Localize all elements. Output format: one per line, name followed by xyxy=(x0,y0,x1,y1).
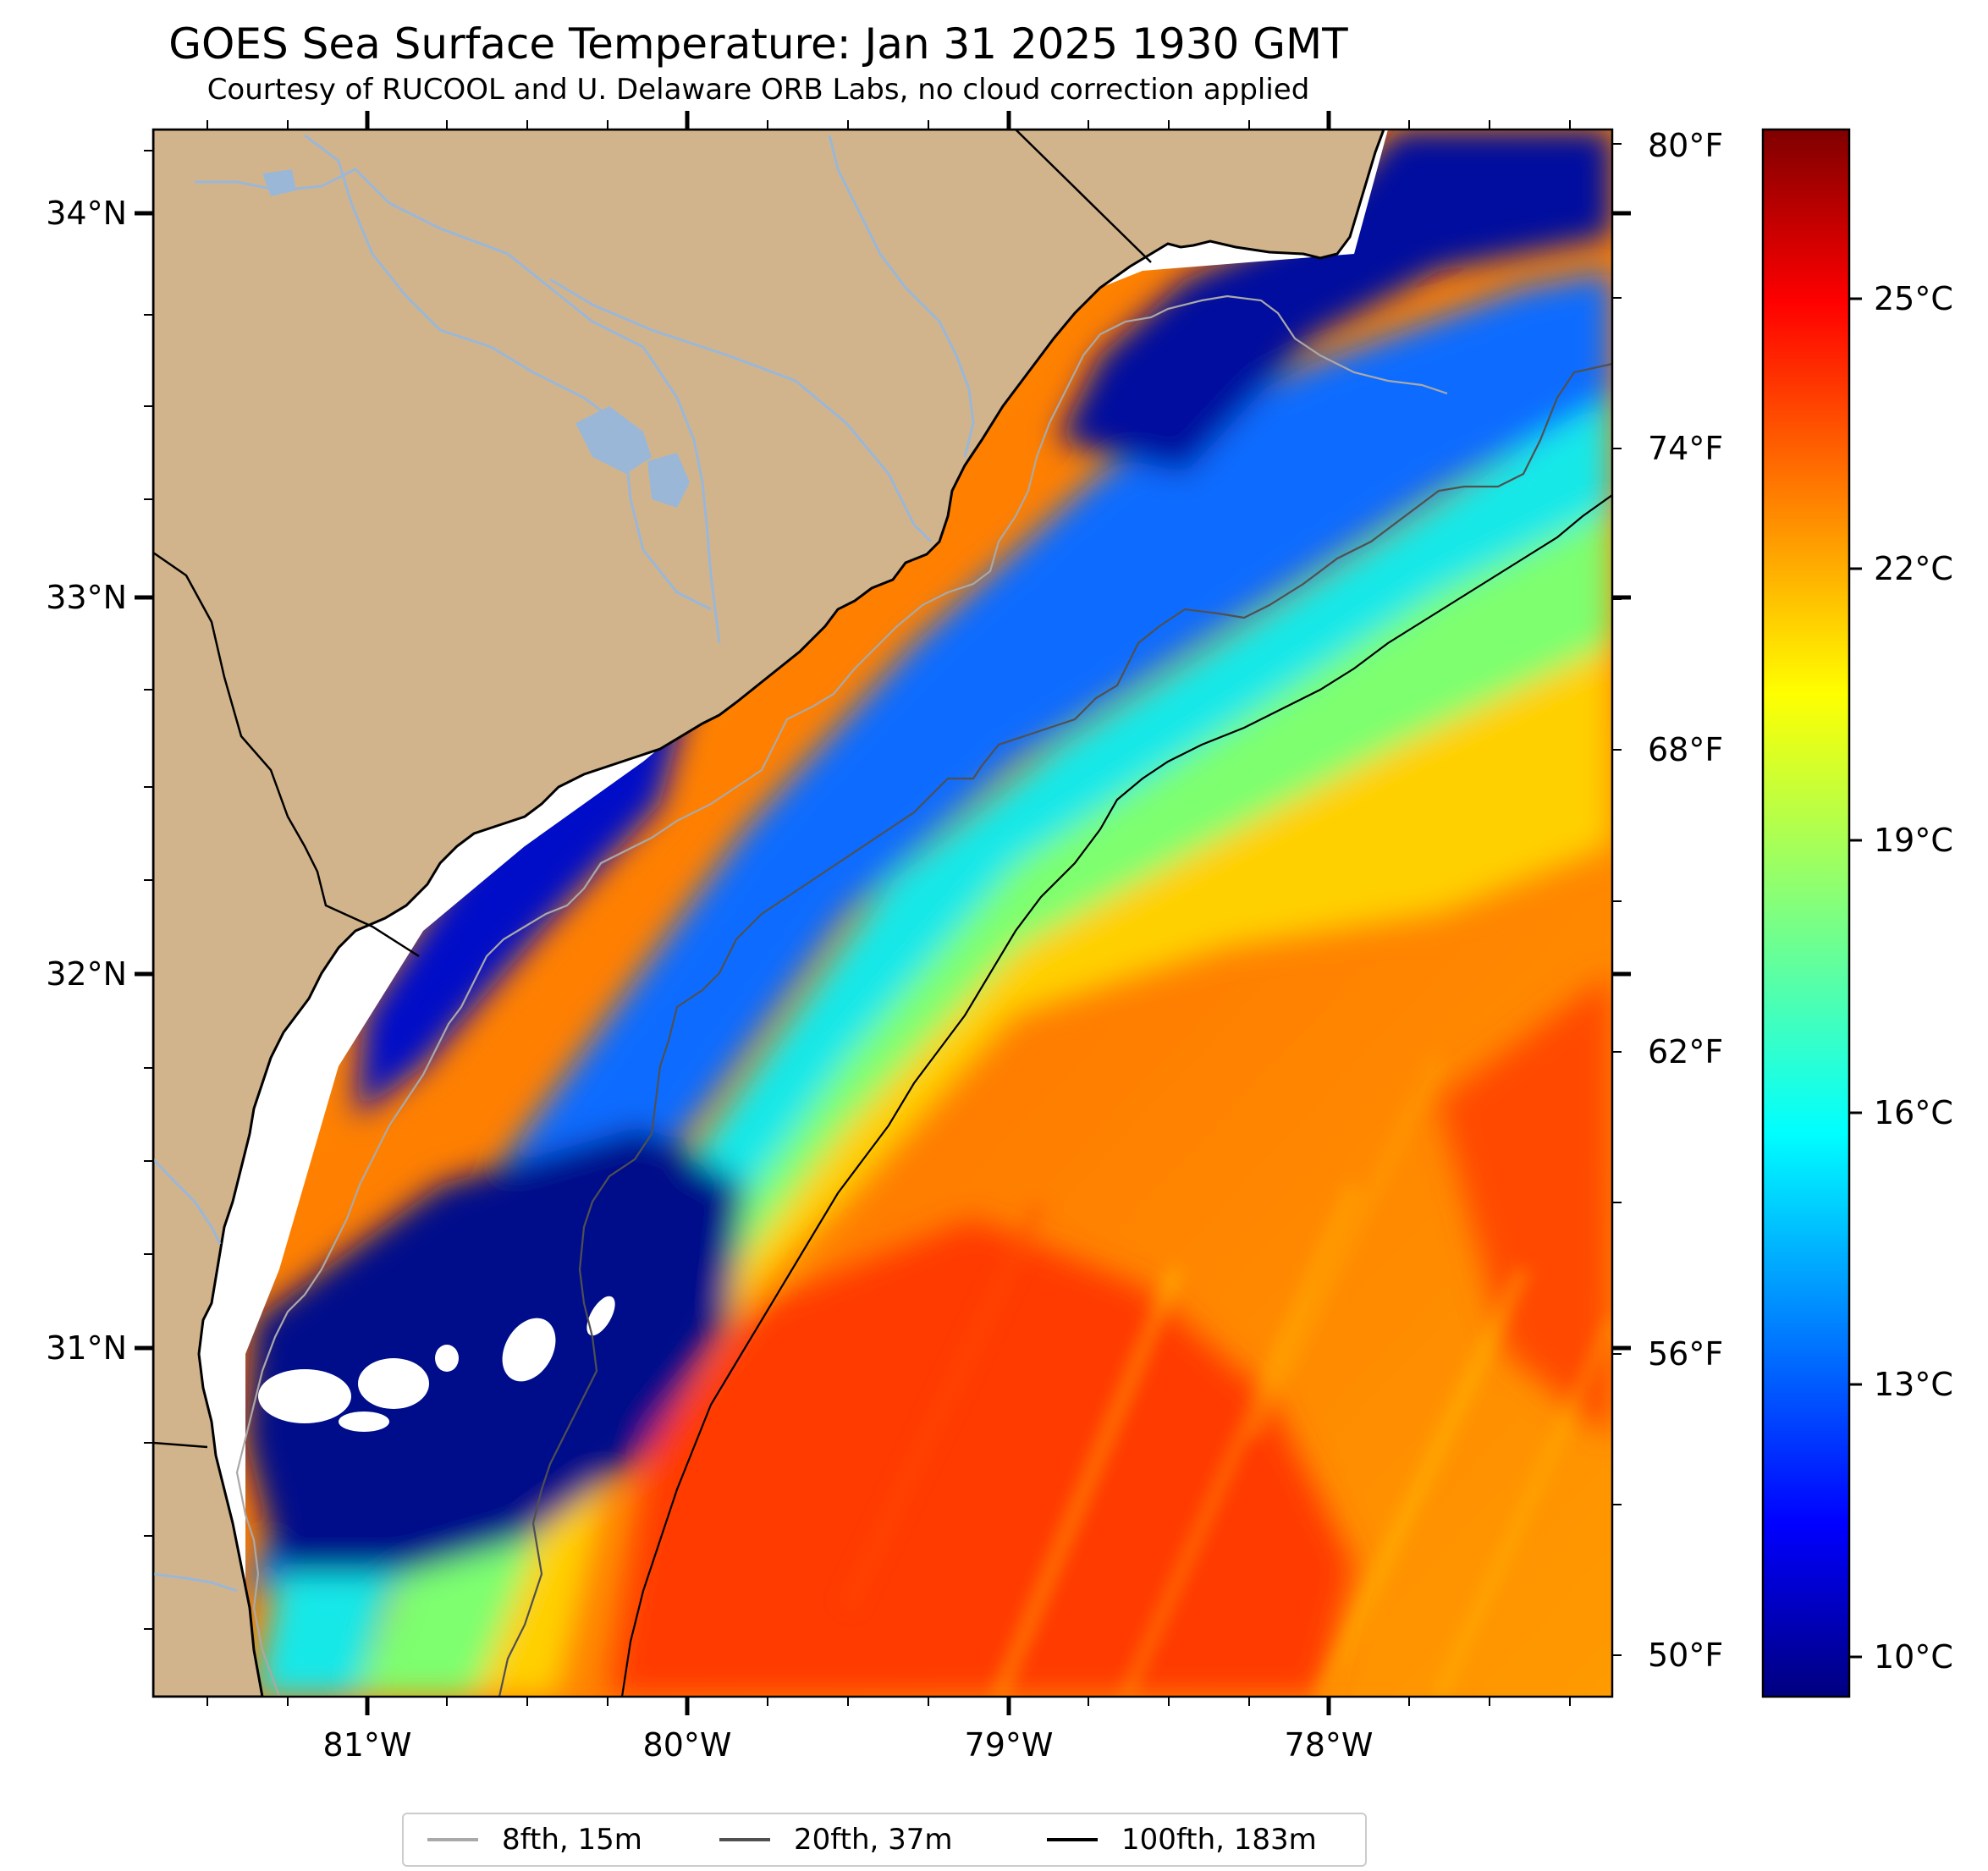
isobath-20fth-37m xyxy=(498,362,1612,1697)
lat-label: 33°N xyxy=(46,579,127,616)
legend-swatch xyxy=(427,1838,478,1841)
sst-band-navy-north xyxy=(1058,129,1612,474)
chart-subtitle: Courtesy of RUCOOL and U. Delaware ORB L… xyxy=(207,73,1310,107)
fahrenheit-label: 80°F xyxy=(1648,127,1724,164)
fahrenheit-label: 74°F xyxy=(1648,430,1724,467)
lon-label: 80°W xyxy=(642,1726,732,1764)
lat-ticks-left xyxy=(135,150,153,1630)
fahrenheit-label: 56°F xyxy=(1648,1335,1724,1373)
legend-item-20fth: 20fth, 37m xyxy=(719,1814,953,1865)
lat-ticks-right xyxy=(1612,143,1631,1656)
colorbar-label: 22°C xyxy=(1874,550,1953,587)
sst-bands xyxy=(245,129,1612,1697)
lon-label: 79°W xyxy=(964,1726,1054,1764)
lon-label: 81°W xyxy=(322,1726,412,1764)
legend-label: 8fth, 15m xyxy=(502,1823,642,1857)
chart-title: GOES Sea Surface Temperature: Jan 31 202… xyxy=(168,19,1348,69)
sst-streaks xyxy=(838,1054,1612,1697)
colorbar-label: 13°C xyxy=(1874,1366,1953,1403)
colorbar xyxy=(1761,128,1851,1698)
sst-band-navy-coast xyxy=(355,677,694,1117)
legend-item-100fth: 100fth, 183m xyxy=(1047,1814,1317,1865)
state-borders xyxy=(153,129,1152,1449)
sst-band-red-east xyxy=(1439,973,1612,1439)
colorbar-ticks xyxy=(1849,297,1862,1659)
lat-label: 32°N xyxy=(46,955,127,993)
cloud-blob xyxy=(502,1318,556,1382)
fahrenheit-label: 68°F xyxy=(1648,731,1724,768)
legend-label: 20fth, 37m xyxy=(794,1823,953,1857)
legend-swatch xyxy=(719,1838,770,1841)
lakes xyxy=(262,169,690,508)
bathymetry-contours xyxy=(235,294,1612,1697)
cloud-blob xyxy=(339,1412,389,1432)
colorbar-label: 10°C xyxy=(1874,1638,1953,1676)
cloud-blob xyxy=(586,1296,615,1336)
legend-swatch xyxy=(1047,1838,1098,1841)
isobath-8fth-15m xyxy=(235,294,1448,1697)
sst-band-green xyxy=(355,474,1612,1697)
sst-band-yellow xyxy=(474,592,1612,1697)
land-mass xyxy=(153,129,1385,1697)
cloud-blob xyxy=(358,1358,429,1409)
colorbar-label: 16°C xyxy=(1874,1094,1953,1131)
fahrenheit-label: 50°F xyxy=(1648,1637,1724,1674)
lat-label: 31°N xyxy=(46,1329,127,1367)
lon-label: 78°W xyxy=(1284,1726,1374,1764)
legend-label: 100fth, 183m xyxy=(1121,1823,1317,1857)
lat-label: 34°N xyxy=(46,195,127,232)
cloud-blob xyxy=(435,1345,459,1372)
colorbar-label: 25°C xyxy=(1874,280,1953,317)
sst-band-navy-south xyxy=(245,1125,745,1574)
lon-ticks xyxy=(207,111,1571,1715)
rivers xyxy=(153,134,975,1593)
fahrenheit-label: 62°F xyxy=(1648,1033,1724,1070)
isobath-100fth-183m xyxy=(620,494,1612,1697)
legend-item-8fth: 8fth, 15m xyxy=(427,1814,642,1865)
cloud-blob xyxy=(258,1369,351,1423)
legend: 8fth, 15m 20fth, 37m 100fth, 183m xyxy=(402,1813,1367,1867)
colorbar-label: 19°C xyxy=(1874,822,1953,859)
sst-band-red xyxy=(609,1219,1354,1697)
